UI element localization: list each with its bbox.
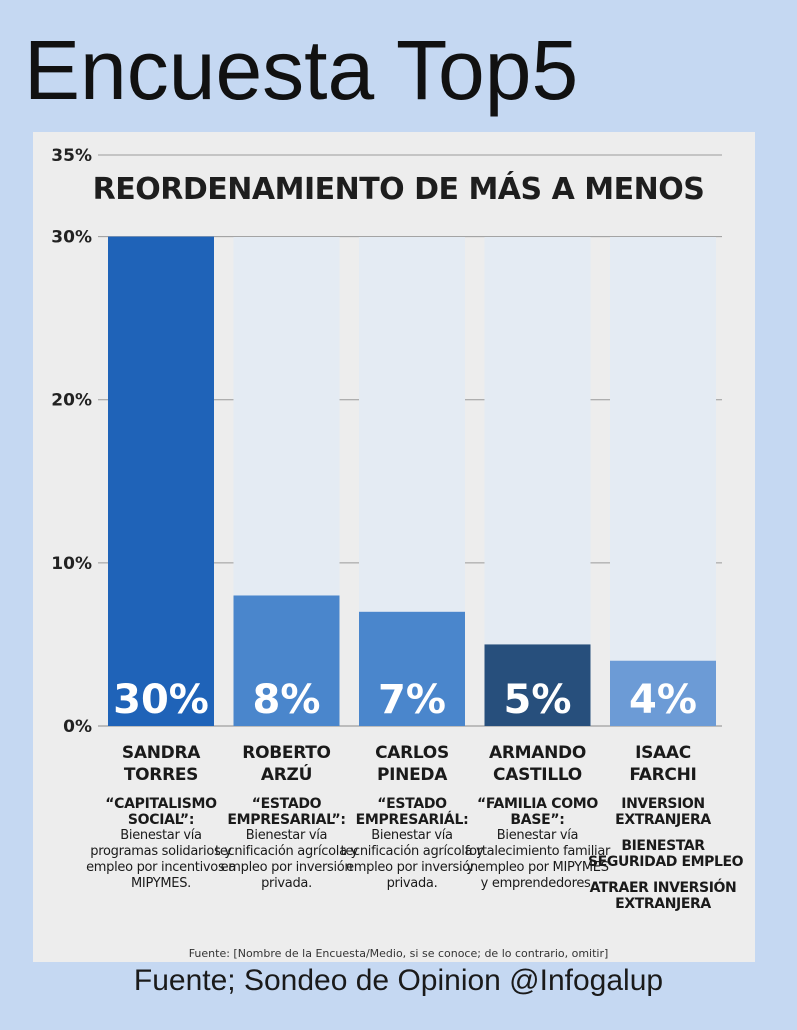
bar-value-label: 8% (253, 677, 321, 723)
y-tick-label: 10% (51, 554, 92, 574)
y-tick-label: 35% (51, 146, 92, 166)
bar-value-label: 30% (113, 677, 209, 723)
candidate-point: EXTRANJERA (615, 896, 711, 912)
candidate-name: CASTILLO (493, 765, 582, 785)
candidate-name: ROBERTO (242, 743, 331, 763)
candidate-point: EXTRANJERA (615, 812, 711, 828)
candidate-name: ISAAC (635, 743, 691, 763)
candidate-slogan: “ESTADO EMPRESARIÁL: (355, 796, 469, 828)
bar (359, 611, 465, 726)
candidate-point: INVERSION (621, 796, 705, 812)
bar (108, 236, 214, 727)
candidate-description: Bienestar vía tecnificación agrícola y e… (215, 828, 358, 891)
candidate-slogan: “CAPITALISMO SOCIAL”: (105, 796, 217, 828)
candidate-description: Bienestar vía tecnificación agrícola y e… (340, 828, 484, 891)
candidate-point: SEGURIDAD EMPLEO (588, 854, 744, 870)
candidate-description: Bienestar vía fortalecimiento familiar y… (464, 828, 611, 891)
bar-value-label: 5% (504, 677, 572, 723)
bar-value-label: 4% (629, 677, 697, 723)
y-tick-label: 30% (51, 228, 92, 248)
candidate-point: BIENESTAR (621, 838, 705, 854)
candidate-caption-carlos-pineda: CARLOS PINEDA “ESTADO EMPRESARIÁL: Biene… (337, 742, 487, 892)
bar-background (610, 237, 716, 726)
candidate-name: FARCHI (629, 765, 697, 785)
candidate-description: Bienestar vía programas solidarios y emp… (86, 828, 236, 891)
candidate-name: ARZÚ (260, 765, 313, 785)
candidate-name: PINEDA (376, 765, 448, 785)
y-tick-label: 0% (63, 717, 92, 737)
bar (610, 660, 716, 726)
candidate-name: ARMANDO (488, 743, 586, 763)
candidate-name: TORRES (123, 765, 199, 785)
source-note: Fuente: [Nombre de la Encuesta/Medio, si… (188, 947, 609, 960)
source-credit: Fuente; Sondeo de Opinion @Infogalup (133, 964, 664, 997)
bar-value-label: 7% (378, 677, 446, 723)
main-title: Encuesta Top5 (24, 23, 579, 117)
candidate-name: CARLOS (375, 743, 449, 763)
candidate-name: SANDRA (121, 743, 201, 763)
candidate-slogan: “ESTADO EMPRESARIAL”: (227, 796, 346, 828)
chart-title: REORDENAMIENTO DE MÁS A MENOS (92, 172, 705, 207)
candidate-caption-roberto-arzu: ROBERTO ARZÚ “ESTADO EMPRESARIAL”: Biene… (212, 742, 362, 892)
candidate-caption-sandra-torres: SANDRA TORRES “CAPITALISMO SOCIAL”: Bien… (86, 742, 236, 892)
candidate-caption-isaac-farchi: ISAAC FARCHI INVERSION EXTRANJERA BIENES… (588, 742, 744, 912)
bar (484, 644, 591, 726)
y-tick-label: 20% (51, 391, 92, 411)
bar (233, 595, 340, 726)
candidate-slogan: “FAMILIA COMO BASE”: (476, 796, 599, 828)
candidate-point: ATRAER INVERSIÓN (589, 880, 737, 896)
candidate-caption-armando-castillo: ARMANDO CASTILLO “FAMILIA COMO BASE”: Bi… (463, 742, 613, 892)
